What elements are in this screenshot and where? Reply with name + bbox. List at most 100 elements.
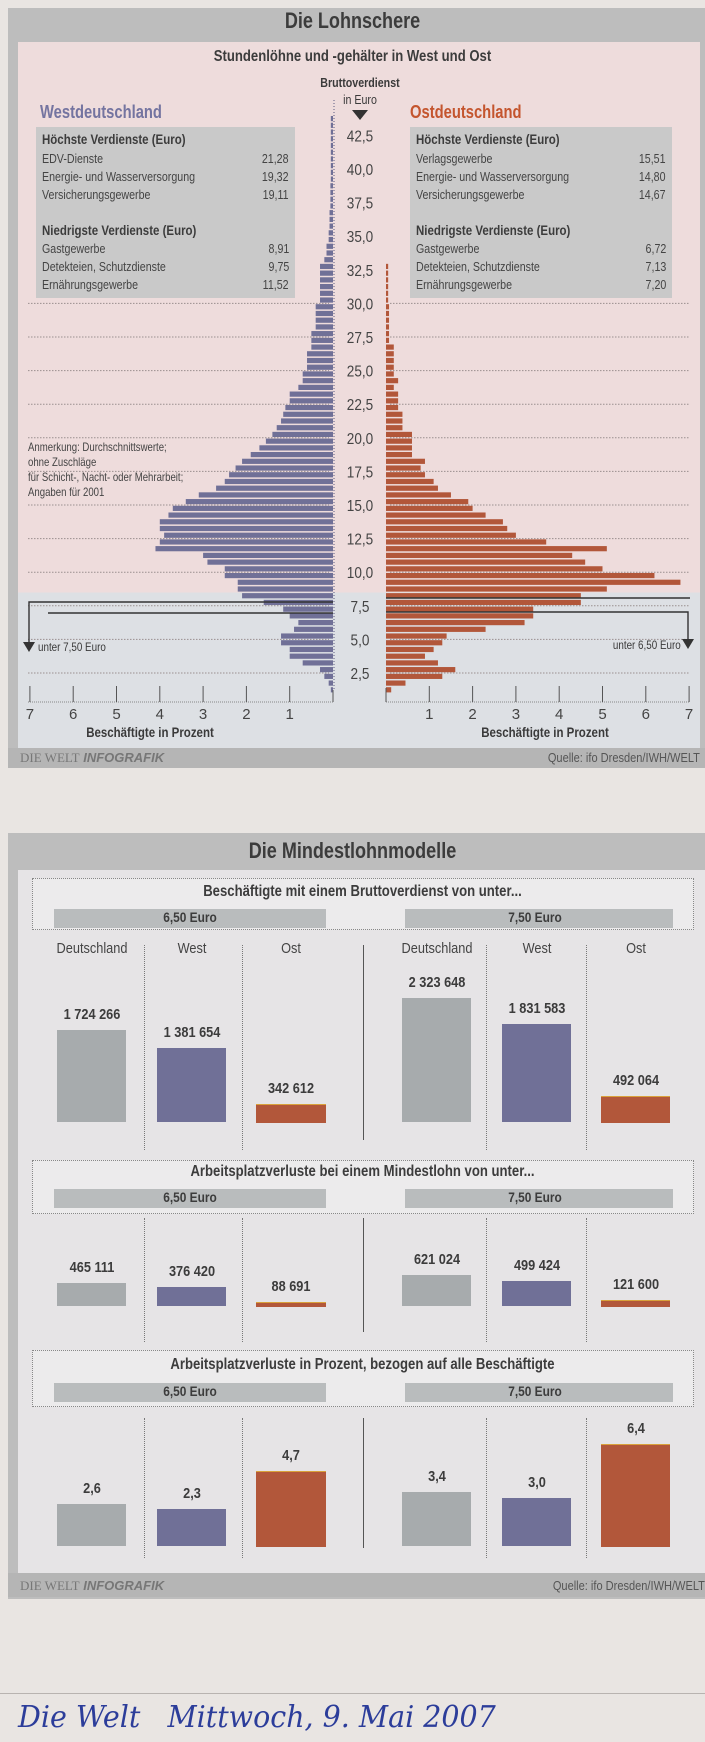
mindestlohn-title: Die Mindestlohnmodelle xyxy=(248,838,457,863)
east-bar xyxy=(386,586,607,592)
threshold-band xyxy=(54,1383,326,1402)
west-bar xyxy=(329,223,333,229)
west-bar xyxy=(307,351,333,357)
threshold-band xyxy=(405,909,673,928)
east-bar xyxy=(386,331,390,337)
west-bar xyxy=(330,203,333,209)
west-bar xyxy=(330,116,333,122)
value-label: 3,0 xyxy=(527,1474,546,1491)
west-bar xyxy=(302,660,333,666)
bar-ost xyxy=(256,1470,326,1547)
west-low-value: 11,52 xyxy=(263,277,289,292)
x-tick-label: 6 xyxy=(642,706,650,723)
column-divider xyxy=(586,945,587,1150)
threshold-label: 6,50 Euro xyxy=(163,1189,217,1205)
east-bar xyxy=(386,418,403,424)
west-high-name: Energie- und Wasserversorgung xyxy=(42,169,196,184)
column-divider xyxy=(586,1418,587,1558)
west-bar xyxy=(320,284,333,290)
y-axis-title: Bruttoverdienst xyxy=(320,75,400,90)
west-bar xyxy=(315,324,333,330)
west-bar xyxy=(330,122,333,128)
bar-west xyxy=(502,1498,571,1546)
east-bar xyxy=(386,344,394,350)
west-threshold-line xyxy=(28,601,333,645)
brand-logo: DIE WELT INFOGRAFIK xyxy=(20,750,164,766)
value-label: 499 424 xyxy=(513,1257,560,1275)
pyramid-chart: 2,55,07,510,012,515,017,520,022,525,027,… xyxy=(23,100,694,723)
y-tick-label: 15,0 xyxy=(347,498,373,515)
bar-ost xyxy=(256,1301,326,1307)
east-bar xyxy=(386,599,581,606)
west-bar xyxy=(242,458,333,464)
bar-ost xyxy=(601,1095,670,1123)
east-bar xyxy=(386,364,394,370)
west-threshold-label: unter 7,50 Euro xyxy=(38,640,106,654)
east-bar xyxy=(386,505,473,511)
west-high-name: EDV-Dienste xyxy=(42,151,104,166)
lohnschere-subtitle: Stundenlöhne und -gehälter in West und O… xyxy=(213,48,492,65)
column-header: West xyxy=(177,940,206,957)
y-tick-label: 7,5 xyxy=(351,599,370,616)
west-bar xyxy=(307,357,333,364)
west-bar xyxy=(328,680,333,686)
west-bar xyxy=(329,216,333,222)
handwritten-note: Die Welt Mittwoch, 9. Mai 2007 xyxy=(18,1700,496,1735)
west-bar xyxy=(198,492,333,498)
y-tick-label: 32,5 xyxy=(347,263,373,280)
y-tick-label: 40,0 xyxy=(347,162,373,179)
column-divider xyxy=(242,945,243,1150)
east-low-value: 7,20 xyxy=(645,277,666,292)
y-tick-label: 22,5 xyxy=(347,397,373,414)
west-bar xyxy=(207,559,333,565)
east-bar xyxy=(386,384,394,390)
east-bar xyxy=(386,425,403,431)
value-label: 121 600 xyxy=(612,1275,659,1293)
x-tick-label: 1 xyxy=(425,706,433,723)
brand-name: DIE WELT xyxy=(20,1578,80,1593)
east-high-name: Energie- und Wasserversorgung xyxy=(416,169,570,184)
value-label: 1 831 583 xyxy=(508,1000,565,1018)
y-tick-label: 17,5 xyxy=(347,464,373,481)
east-bar xyxy=(386,532,516,538)
y-tick-label: 27,5 xyxy=(347,330,373,347)
value-label: 342 612 xyxy=(267,1079,315,1097)
west-bar xyxy=(281,640,333,646)
east-bar xyxy=(386,378,399,384)
east-bar xyxy=(386,667,456,673)
group-divider xyxy=(363,1218,364,1332)
east-bar xyxy=(386,485,438,491)
mindestlohn-footer xyxy=(8,1573,705,1597)
east-bar xyxy=(386,472,425,478)
east-bar xyxy=(386,411,403,417)
west-bar xyxy=(281,418,333,424)
west-bar xyxy=(311,331,333,337)
value-label: 1 381 654 xyxy=(163,1024,220,1042)
value-label: 3,4 xyxy=(427,1467,446,1485)
west-bar xyxy=(283,411,333,417)
east-bar xyxy=(386,559,586,565)
column-divider xyxy=(144,1218,145,1342)
x-tick-label: 3 xyxy=(199,706,207,723)
west-bar xyxy=(320,290,333,296)
bar-deutschland xyxy=(402,998,471,1122)
x-tick-label: 5 xyxy=(112,706,120,723)
west-bar xyxy=(172,505,333,511)
east-bar xyxy=(386,478,434,485)
y-tick-label: 12,5 xyxy=(347,532,373,549)
east-bar xyxy=(386,445,412,451)
value-label: 376 420 xyxy=(168,1263,215,1281)
east-high-title: Höchste Verdienste (Euro) xyxy=(416,131,560,147)
east-bar xyxy=(386,297,389,303)
east-bar xyxy=(386,452,412,458)
bar-west xyxy=(157,1509,226,1546)
value-label: 492 064 xyxy=(612,1071,659,1089)
threshold-label: 7,50 Euro xyxy=(508,1189,562,1205)
east-bar xyxy=(386,640,443,646)
west-bar xyxy=(302,371,333,377)
east-bar xyxy=(386,633,447,639)
west-bar xyxy=(330,687,333,693)
value-label: 2,3 xyxy=(182,1485,201,1503)
value-label: 2 323 648 xyxy=(408,974,465,991)
value-label: 1 724 266 xyxy=(63,1005,120,1023)
